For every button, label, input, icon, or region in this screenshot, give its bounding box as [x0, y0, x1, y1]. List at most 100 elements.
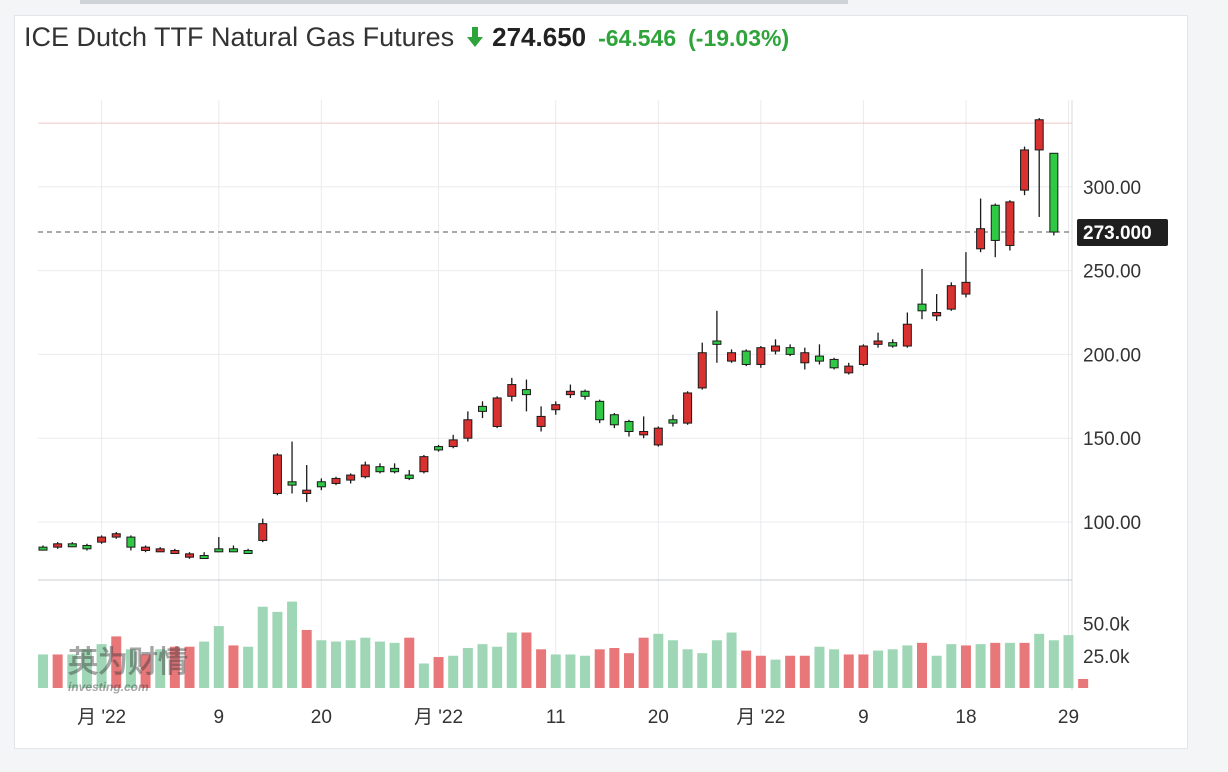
candle-body[interactable]	[492, 397, 502, 427]
candle-body[interactable]	[902, 323, 912, 347]
candle-body[interactable]	[668, 419, 678, 424]
candle-body[interactable]	[185, 553, 194, 558]
candle-body[interactable]	[829, 358, 839, 369]
candle-body[interactable]	[932, 312, 942, 317]
candle-body[interactable]	[507, 384, 517, 397]
candle-body[interactable]	[609, 414, 619, 426]
current-price-tag	[1077, 219, 1168, 247]
candle-body[interactable]	[448, 439, 458, 448]
volume-bar	[492, 646, 503, 688]
candle-body[interactable]	[360, 464, 370, 478]
instrument-title: ICE Dutch TTF Natural Gas Futures	[24, 22, 455, 52]
volume-bar	[301, 629, 312, 688]
candle-body[interactable]	[97, 536, 107, 543]
watermark-sub-text: investing.com	[68, 680, 149, 694]
candle-body[interactable]	[536, 415, 546, 427]
volume-bar	[228, 645, 239, 688]
volume-bar	[580, 655, 591, 688]
volume-bar	[755, 655, 766, 688]
candle-body[interactable]	[727, 352, 737, 362]
volume-bar	[316, 640, 327, 688]
candle-body[interactable]	[38, 546, 48, 551]
candle-body[interactable]	[1020, 149, 1030, 191]
price-axis-label: 150.00	[1083, 429, 1141, 450]
volume-bar	[1063, 635, 1074, 688]
candle-body[interactable]	[67, 543, 77, 548]
candle-body[interactable]	[302, 489, 312, 495]
price-change-percent: (-19.03%)	[688, 25, 790, 51]
volume-bar	[902, 645, 913, 688]
candle-body[interactable]	[771, 345, 780, 352]
candle-body[interactable]	[155, 548, 165, 553]
volume-bar	[814, 646, 825, 688]
candle-body[interactable]	[800, 352, 810, 364]
candle-body[interactable]	[258, 523, 268, 541]
volume-bar	[448, 655, 459, 688]
candle-body[interactable]	[53, 543, 63, 548]
candle-body[interactable]	[961, 281, 971, 295]
candle-body[interactable]	[331, 477, 341, 484]
volume-bar	[433, 657, 444, 688]
candle-body[interactable]	[521, 389, 531, 396]
candle-body[interactable]	[697, 352, 707, 389]
candle-body[interactable]	[1034, 119, 1044, 151]
candle-body[interactable]	[1049, 152, 1059, 233]
candle-body[interactable]	[624, 420, 634, 432]
candle-body[interactable]	[111, 533, 121, 538]
candle-body[interactable]	[756, 347, 766, 365]
candle-body[interactable]	[580, 390, 590, 397]
volume-bar	[858, 654, 869, 688]
candle-body[interactable]	[639, 430, 649, 436]
candle-body[interactable]	[316, 481, 326, 488]
candle-body[interactable]	[287, 481, 297, 486]
candle-body[interactable]	[551, 404, 561, 411]
candle-body[interactable]	[785, 347, 795, 355]
candle-body[interactable]	[565, 390, 575, 396]
candle-body[interactable]	[463, 419, 473, 439]
candle-body[interactable]	[375, 466, 385, 473]
volume-bar	[243, 646, 254, 688]
candle-body[interactable]	[1005, 201, 1015, 246]
candle-body[interactable]	[126, 536, 136, 548]
candle-body[interactable]	[272, 454, 282, 495]
volume-bar	[506, 632, 517, 688]
candle-body[interactable]	[595, 400, 605, 421]
candle-body[interactable]	[199, 555, 209, 560]
candle-body[interactable]	[404, 474, 414, 479]
candle-body[interactable]	[712, 340, 722, 345]
volume-bar	[873, 650, 884, 688]
volume-bar	[169, 646, 180, 688]
volume-bar	[638, 637, 649, 688]
candle-body[interactable]	[814, 355, 824, 362]
volume-bar	[257, 606, 268, 688]
candle-body[interactable]	[228, 548, 238, 553]
candle-body[interactable]	[990, 204, 1000, 241]
candle-body[interactable]	[419, 456, 429, 473]
candle-body[interactable]	[917, 303, 927, 312]
candle-body[interactable]	[243, 549, 253, 554]
candle-body[interactable]	[390, 467, 400, 473]
volume-bar	[272, 611, 283, 688]
candle-body[interactable]	[741, 350, 751, 365]
volume-bar	[550, 654, 561, 688]
candle-body[interactable]	[844, 365, 854, 374]
volume-bar	[565, 654, 576, 688]
candle-body[interactable]	[653, 427, 663, 446]
candle-body[interactable]	[434, 446, 444, 451]
candle-body[interactable]	[858, 345, 868, 365]
candle-body[interactable]	[478, 405, 487, 412]
candle-body[interactable]	[946, 285, 956, 310]
current-price-tag-label: 273.000	[1083, 223, 1152, 244]
candle-body[interactable]	[170, 549, 180, 554]
candle-body[interactable]	[82, 544, 92, 550]
candle-body[interactable]	[141, 546, 151, 551]
candle-body[interactable]	[214, 548, 224, 553]
candle-body[interactable]	[873, 340, 883, 345]
candle-body[interactable]	[683, 392, 693, 424]
volume-bar	[917, 642, 927, 688]
date-axis-label: 9	[214, 707, 225, 728]
candle-body[interactable]	[888, 342, 898, 347]
candle-body[interactable]	[346, 474, 356, 481]
candle-body[interactable]	[976, 228, 986, 250]
